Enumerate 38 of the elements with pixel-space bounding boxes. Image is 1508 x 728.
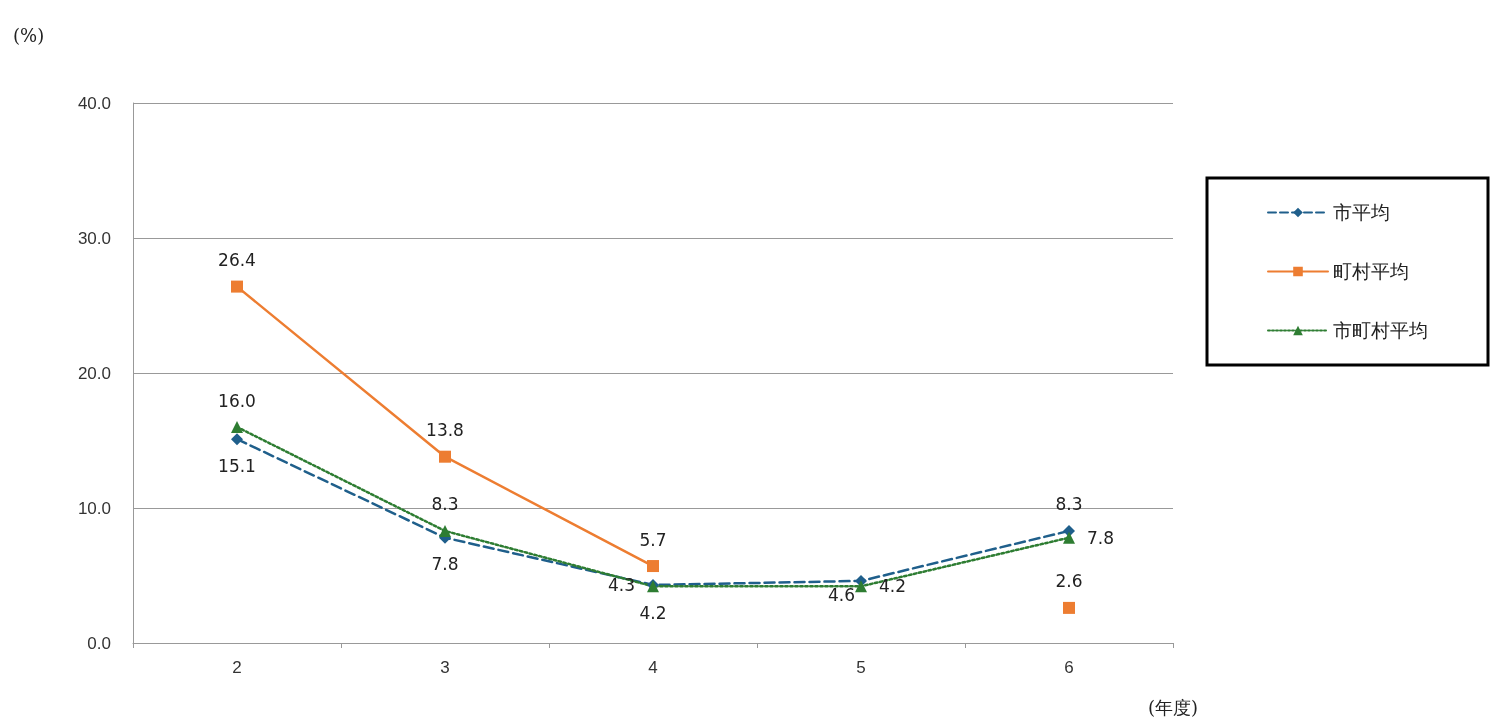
data-label: 15.1 [218,455,256,476]
y-tick-label: 40.0 [77,93,111,113]
y-tick-label: 20.0 [77,363,111,383]
x-tick-label: 6 [1064,658,1074,677]
point [439,450,451,463]
data-label: 8.3 [1055,494,1083,515]
x-tick-label: 3 [440,658,450,677]
data-label: 4.2 [639,602,667,623]
data-label: 4.3 [607,574,635,595]
y-tick-label: 30.0 [77,228,111,248]
data-label: 4.6 [827,585,855,606]
data-label: 7.8 [431,554,459,575]
y-axis-title: (%) [13,24,45,46]
point [231,280,243,293]
x-axis-title: (年度) [1148,696,1199,718]
point [1063,601,1075,614]
point [439,524,451,537]
y-tick-label: 0.0 [87,633,111,653]
point [1063,531,1075,544]
legend-label: 市平均 [1333,202,1390,223]
point [855,580,867,593]
data-label: 8.3 [431,494,459,515]
data-label: 13.8 [426,420,464,441]
x-tick-label: 5 [856,658,866,677]
data-label: 16.0 [218,390,256,411]
data-label: 5.7 [639,529,667,550]
data-label: 4.2 [879,576,907,597]
point [231,433,243,446]
point [231,421,243,433]
data-label: 7.8 [1087,527,1115,548]
y-tick-label: 10.0 [77,498,111,518]
legend-label: 市町村平均 [1333,320,1428,341]
x-tick-label: 4 [648,658,658,677]
x-tick-label: 2 [232,658,242,677]
point [647,560,659,573]
legend-label: 町村平均 [1333,261,1409,282]
data-label: 26.4 [218,250,256,271]
data-label: 2.6 [1055,571,1083,592]
